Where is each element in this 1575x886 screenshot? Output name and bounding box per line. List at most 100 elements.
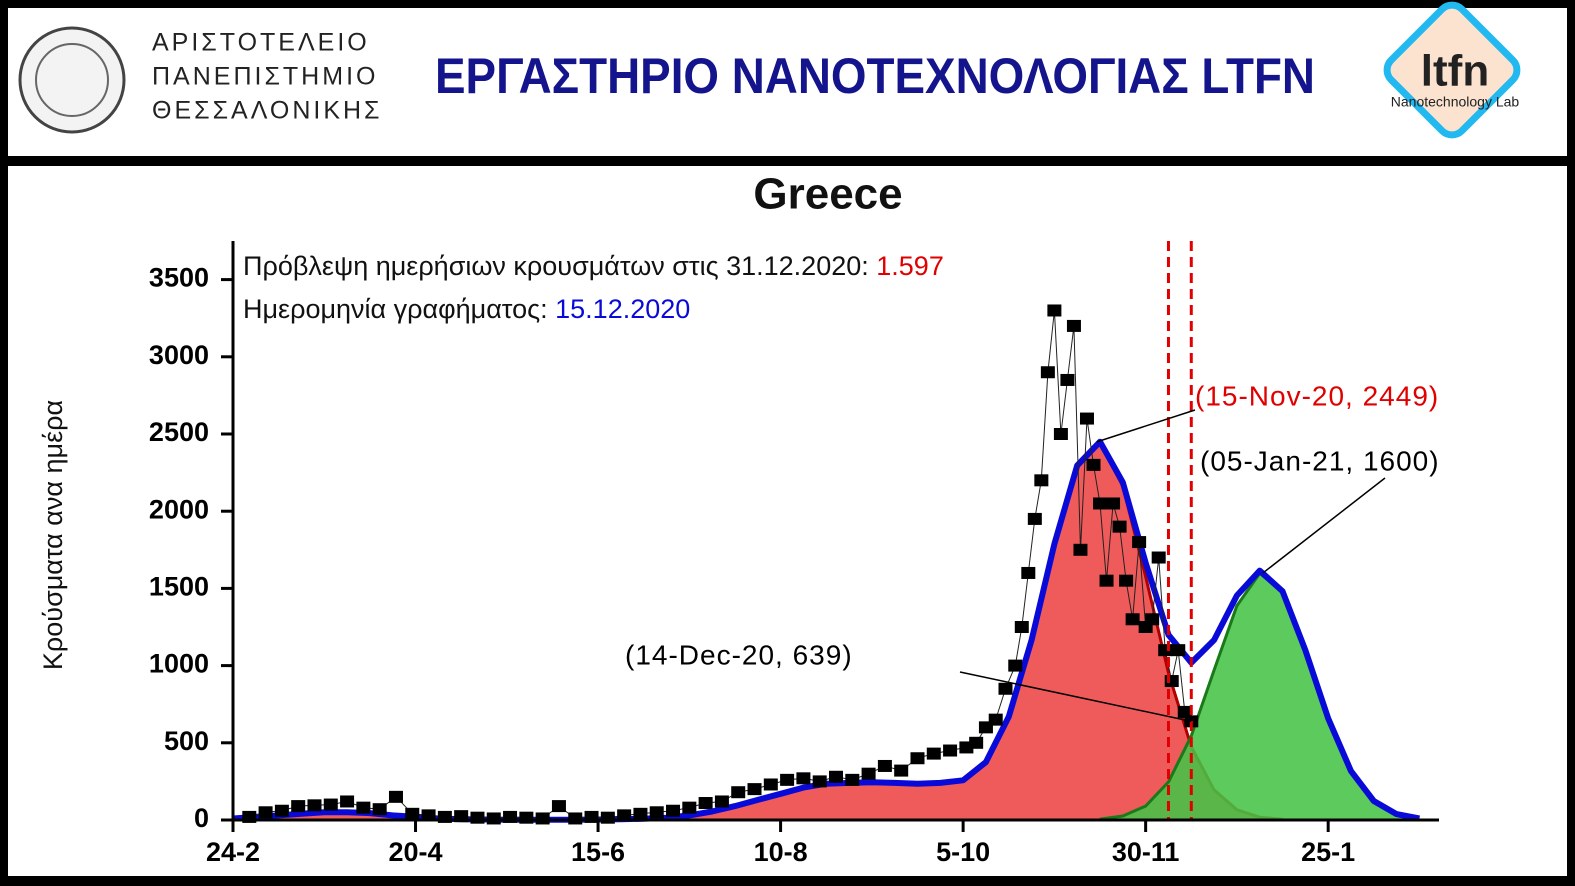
data-point (1034, 474, 1049, 487)
data-point (470, 811, 485, 824)
data-point (731, 786, 746, 799)
x-tick-label: 15-6 (571, 837, 625, 867)
data-point (633, 807, 648, 820)
data-point (1106, 497, 1121, 510)
data-point (372, 803, 387, 816)
y-tick-label: 0 (194, 803, 209, 833)
data-point (1060, 373, 1075, 386)
data-point (845, 773, 860, 786)
data-point (763, 778, 778, 791)
data-point (519, 811, 534, 824)
data-point (405, 807, 420, 820)
data-point (1053, 428, 1068, 440)
data-point (535, 812, 550, 825)
data-point (1047, 304, 1062, 317)
data-point (1132, 536, 1147, 549)
data-point (698, 797, 713, 810)
chart-title: Greece (753, 170, 902, 219)
curve-area (233, 442, 1283, 820)
y-tick-label: 2000 (149, 494, 209, 524)
data-point (1079, 412, 1094, 425)
data-point (1145, 613, 1160, 626)
data-point (551, 800, 566, 813)
data-point (568, 812, 583, 825)
data-point (1171, 644, 1186, 657)
logo-text: ltfn (1421, 47, 1489, 96)
data-point (666, 804, 681, 817)
annotation: (05-Jan-21, 1600) (1200, 445, 1440, 476)
annotation-leader (1096, 409, 1196, 443)
data-point (649, 806, 664, 819)
note: Ημερομηνία γραφήματος: 15.12.2020 (243, 294, 690, 324)
note: Πρόβλεψη ημερήσιων κρουσμάτων στις 31.12… (243, 251, 944, 281)
data-point (910, 752, 925, 765)
x-tick-label: 30-11 (1112, 837, 1180, 867)
emblem-ring (35, 43, 109, 117)
data-point (600, 811, 615, 824)
x-tick-label: 5-10 (936, 837, 990, 867)
y-tick-label: 500 (164, 726, 209, 756)
annotation-leader (1262, 477, 1386, 574)
data-point (1066, 319, 1081, 332)
data-point (894, 764, 909, 777)
y-tick-label: 2500 (149, 417, 209, 447)
note-value: 1.597 (876, 251, 944, 281)
data-point (812, 775, 827, 788)
x-tick-label: 20-4 (389, 837, 443, 867)
data-point (1086, 458, 1101, 471)
annotation-leader (959, 671, 1192, 723)
y-tick-label: 3500 (149, 263, 209, 293)
data-point (969, 736, 984, 749)
x-tick-label: 10-8 (754, 837, 808, 867)
note-text: Ημερομηνία γραφήματος: (243, 294, 548, 324)
data-point (988, 713, 1003, 726)
data-point (926, 747, 941, 760)
y-tick-label: 1000 (149, 649, 209, 679)
data-point (877, 759, 892, 772)
data-point (1164, 675, 1179, 688)
data-point (1040, 366, 1055, 379)
header-box (8, 8, 1567, 156)
y-axis-label: Κρούσματα ανα ημέρα (38, 400, 68, 670)
annotation: (15-Nov-20, 2449) (1195, 380, 1439, 411)
data-point (714, 795, 729, 808)
data-point (307, 799, 322, 812)
curve-area (1100, 573, 1420, 820)
data-point (1177, 705, 1192, 718)
data-point (747, 783, 762, 796)
university-line: ΘΕΣΣΑΛΟΝΙΚΗΣ (152, 97, 383, 125)
data-point (1099, 574, 1114, 587)
data-point (388, 790, 403, 803)
data-point (829, 770, 843, 783)
x-tick-label: 25-1 (1301, 837, 1355, 867)
data-point (1027, 512, 1042, 525)
logo-badge (1383, 1, 1521, 139)
data-point (1093, 497, 1108, 510)
note-value: 15.12.2020 (555, 294, 690, 324)
data-point (1151, 551, 1166, 564)
data-point (1021, 566, 1036, 579)
y-tick-label: 3000 (149, 340, 209, 370)
data-point (1112, 520, 1127, 533)
data-point (796, 772, 811, 785)
data-point (861, 767, 876, 780)
data-point (1119, 574, 1134, 587)
data-point (682, 801, 697, 814)
university-line: ΑΡΙΣΤΟΤΕΛΕΙΟ (152, 29, 370, 57)
data-point (1014, 621, 1029, 633)
lab-title: ΕΡΓΑΣΤΗΡΙΟ ΝΑΝΟΤΕΧΝΟΛΟΓΙΑΣ LTFN (435, 48, 1315, 104)
data-point (780, 773, 795, 786)
x-tick-label: 24-2 (206, 837, 260, 867)
data-point (486, 812, 501, 825)
data-point (421, 809, 436, 822)
data-point (356, 801, 371, 814)
data-point (617, 809, 632, 822)
university-line: ΠΑΝΕΠΙΣΤΗΜΙΟ (152, 63, 378, 91)
data-point (943, 744, 958, 757)
data-point (1073, 543, 1088, 556)
data-point (1008, 659, 1023, 672)
logo-subtext: Nanotechnology Lab (1391, 94, 1520, 110)
data-point (274, 804, 289, 817)
data-point (323, 798, 338, 811)
